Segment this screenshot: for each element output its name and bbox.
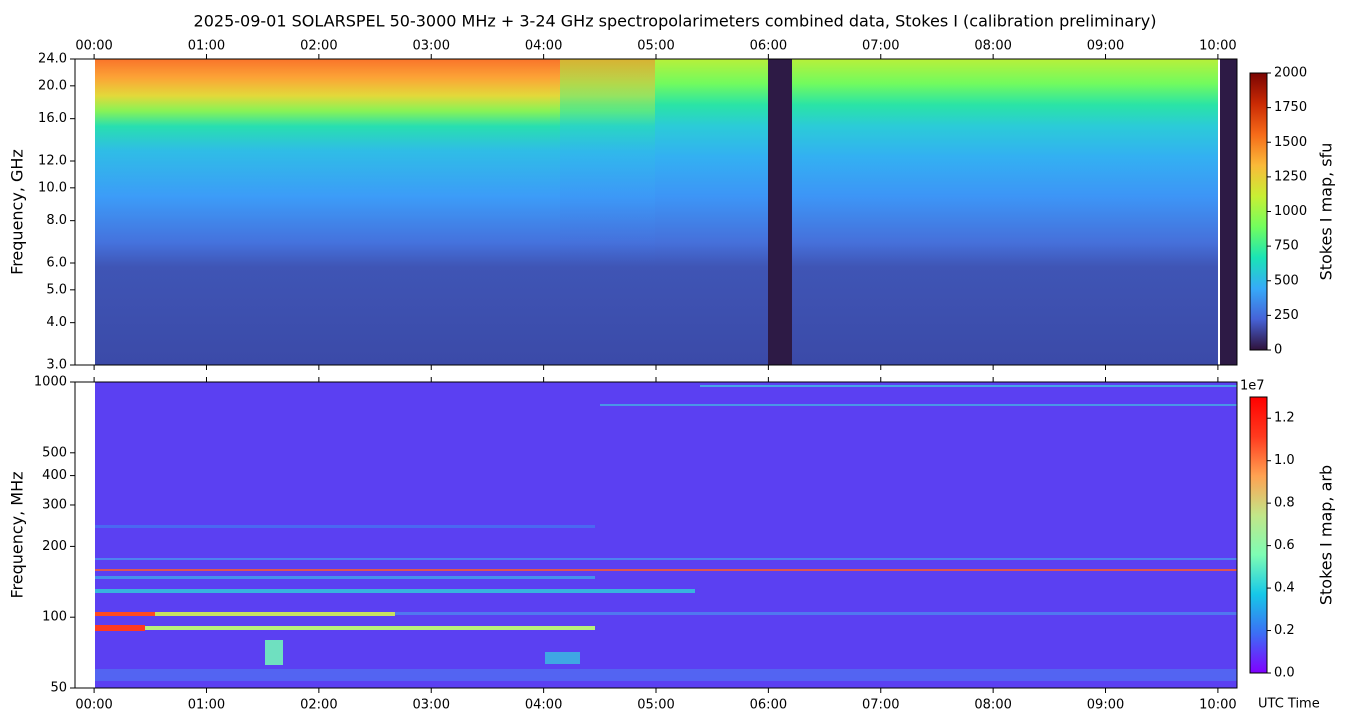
y-tick-label: 300 [42,497,67,512]
x-tick-label: 06:00 [750,39,787,54]
x-tick-label: 06:00 [750,698,787,713]
colorbar-tick-label: 0.8 [1274,496,1295,511]
colorbar-tick-label: 0.0 [1274,666,1295,681]
y-tick-label: 100 [42,610,67,625]
y-tick-label: 10.0 [38,180,67,195]
x-tick-label: 01:00 [188,39,225,54]
colorbar-tick-label: 1250 [1274,169,1307,184]
y-tick-label: 400 [42,468,67,483]
x-tick-label: 03:00 [413,698,450,713]
spectrogram-bottom [95,382,1237,688]
colorbar-label: Stokes I map, arb [1317,465,1336,605]
colorbar-label: Stokes I map, sfu [1317,143,1336,281]
colorbar-tick-label: 0.2 [1274,623,1295,638]
x-axis-label: UTC Time [1258,697,1320,712]
y-tick-label: 20.0 [38,78,67,93]
y-tick-label: 500 [42,445,67,460]
x-tick-label: 04:00 [525,698,562,713]
y-tick-label: 200 [42,539,67,554]
y-tick-label: 50 [50,681,67,696]
chart-title: 2025-09-01 SOLARSPEL 50-3000 MHz + 3-24 … [194,12,1157,31]
x-tick-label: 00:00 [75,698,112,713]
x-tick-label: 09:00 [1087,698,1124,713]
colorbar-tick-label: 1750 [1274,100,1307,115]
x-tick-label: 02:00 [300,698,337,713]
colorbar-tick-label: 0 [1274,343,1282,358]
colorbar-offset: 1e7 [1240,379,1265,394]
y-tick-label: 5.0 [46,282,67,297]
x-tick-label: 01:00 [188,698,225,713]
x-tick-label: 02:00 [300,39,337,54]
y-tick-label: 4.0 [46,315,67,330]
x-tick-label: 05:00 [637,39,674,54]
colorbar-tick-label: 0.6 [1274,538,1295,553]
x-tick-label: 10:00 [1199,39,1236,54]
colorbar-tick-label: 1500 [1274,135,1307,150]
y-tick-label: 6.0 [46,256,67,271]
colorbar [1249,72,1268,351]
colorbar-tick-label: 2000 [1274,66,1307,81]
x-tick-label: 09:00 [1087,39,1124,54]
y-axis-label: Frequency, GHz [8,149,27,275]
y-tick-label: 1000 [34,375,67,390]
x-tick-label: 08:00 [974,698,1011,713]
colorbar-tick-label: 750 [1274,239,1299,254]
spectrogram-top [95,59,1237,365]
y-tick-label: 3.0 [46,358,67,373]
x-tick-label: 03:00 [413,39,450,54]
colorbar [1249,396,1268,674]
x-tick-label: 07:00 [862,698,899,713]
colorbar-tick-label: 500 [1274,273,1299,288]
y-tick-label: 8.0 [46,213,67,228]
y-tick-label: 16.0 [38,111,67,126]
y-tick-label: 12.0 [38,154,67,169]
colorbar-tick-label: 1000 [1274,204,1307,219]
colorbar-tick-label: 1.0 [1274,453,1295,468]
y-tick-label: 24.0 [38,52,67,67]
x-tick-label: 00:00 [75,39,112,54]
x-tick-label: 08:00 [974,39,1011,54]
x-tick-label: 04:00 [525,39,562,54]
x-tick-label: 05:00 [637,698,674,713]
y-axis-label: Frequency, MHz [8,471,27,598]
x-tick-label: 10:00 [1199,698,1236,713]
colorbar-tick-label: 0.4 [1274,581,1295,596]
colorbar-tick-label: 250 [1274,308,1299,323]
colorbar-tick-label: 1.2 [1274,411,1295,426]
x-tick-label: 07:00 [862,39,899,54]
